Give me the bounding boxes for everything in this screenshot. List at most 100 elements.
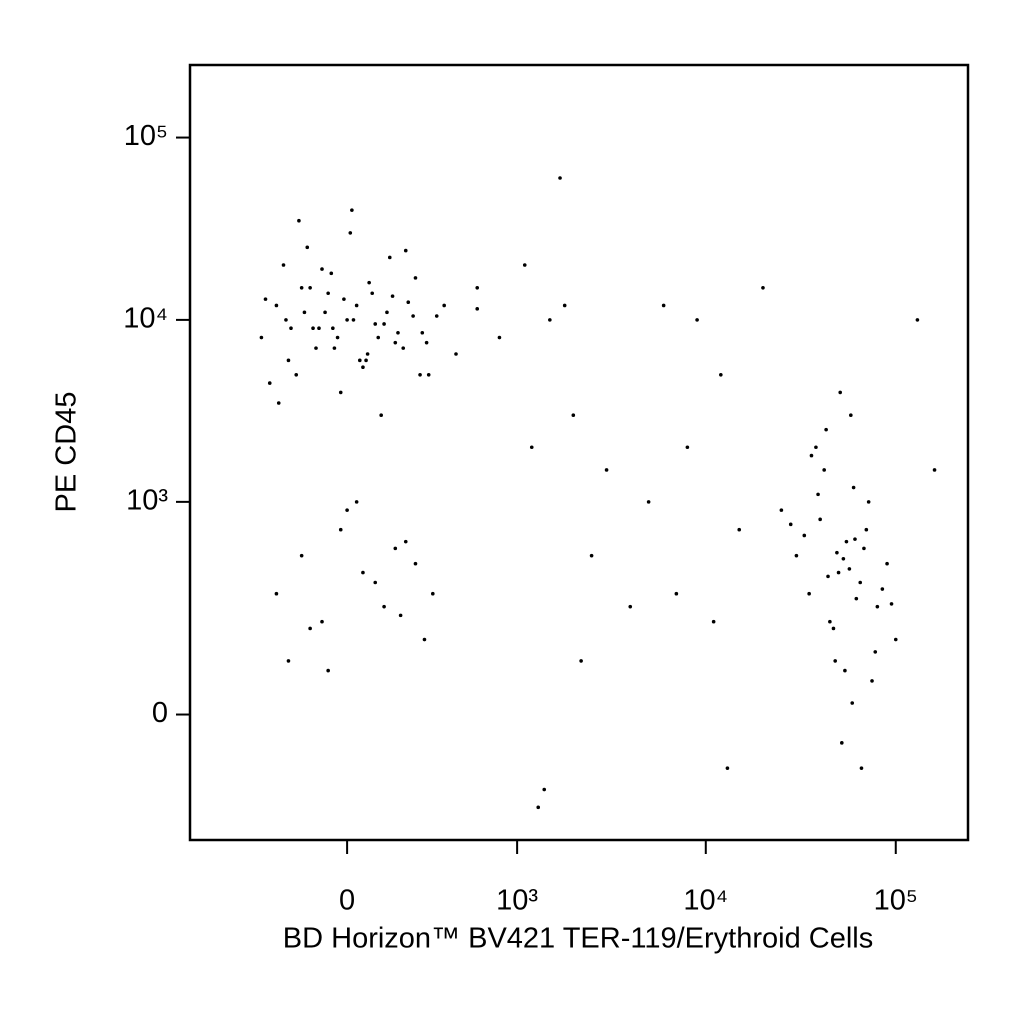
data-point [367, 280, 371, 285]
data-point [379, 413, 383, 417]
plot-frame [188, 63, 970, 842]
data-point [274, 591, 279, 596]
data-point [835, 550, 839, 555]
data-point [335, 335, 340, 340]
data-point [562, 303, 567, 308]
data-point [320, 267, 324, 271]
data-point [299, 553, 304, 558]
data-point [354, 303, 359, 308]
data-point [345, 318, 349, 322]
data-point [826, 574, 830, 579]
data-point [259, 335, 264, 340]
x-tick-label: 10³ [496, 885, 538, 917]
data-point [289, 326, 293, 331]
data-point [831, 626, 836, 631]
data-point [932, 468, 937, 472]
data-point [695, 318, 699, 322]
data-point [889, 602, 894, 606]
data-point [326, 291, 330, 296]
data-point [317, 326, 321, 331]
data-point [422, 637, 427, 642]
y-tick-label: 0 [152, 697, 168, 729]
data-point [345, 508, 349, 512]
data-point [674, 591, 679, 596]
data-point [424, 340, 429, 345]
data-point [286, 659, 291, 663]
y-tick-label: 10⁵ [124, 120, 168, 152]
data-point [836, 570, 841, 575]
data-point [873, 650, 878, 654]
data-point [361, 365, 365, 370]
data-point [430, 591, 435, 596]
x-axis-label: BD Horizon™ BV421 TER-119/Erythroid Cell… [283, 923, 873, 955]
data-point [854, 596, 859, 601]
data-point [661, 303, 666, 308]
data-point [308, 626, 312, 631]
data-point [434, 314, 439, 318]
x-tick-label: 0 [339, 885, 355, 917]
data-point [579, 659, 583, 663]
data-point [418, 372, 422, 377]
data-point [761, 285, 765, 290]
data-point [454, 352, 458, 356]
data-point [376, 335, 381, 340]
data-point [393, 546, 398, 551]
data-point [858, 580, 863, 585]
data-point [361, 570, 365, 575]
data-point [286, 358, 291, 363]
data-point [398, 613, 403, 618]
data-point [393, 340, 398, 345]
data-point [387, 255, 392, 260]
data-point [822, 468, 826, 472]
data-point [382, 322, 386, 326]
data-point [779, 508, 784, 512]
data-point [348, 231, 353, 235]
data-point [308, 285, 312, 290]
data-point [807, 591, 811, 596]
data-point [475, 285, 480, 290]
data-point [828, 619, 832, 624]
data-point [297, 218, 301, 223]
data-point [851, 485, 856, 490]
data-point [281, 263, 286, 267]
data-point [331, 326, 335, 331]
data-point [788, 522, 793, 527]
data-point [373, 580, 378, 585]
data-point [329, 271, 334, 276]
data-point [294, 372, 299, 377]
data-point [725, 766, 730, 770]
data-point [338, 390, 343, 395]
data-point [403, 539, 408, 544]
data-point [604, 468, 609, 472]
data-point [840, 741, 844, 745]
data-point [373, 322, 378, 326]
data-point [382, 604, 386, 609]
data-point [802, 533, 807, 538]
data-point [364, 358, 368, 363]
data-point [809, 453, 814, 458]
data-point [365, 352, 370, 356]
data-point [314, 346, 318, 350]
data-point [536, 805, 541, 810]
data-point [589, 553, 594, 558]
data-point [426, 372, 431, 377]
data-point [396, 330, 400, 335]
data-point [847, 567, 852, 571]
data-point [338, 527, 343, 532]
data-point [850, 701, 855, 705]
data-point [475, 307, 480, 311]
data-point [824, 427, 828, 432]
data-point [323, 310, 327, 315]
data-point [276, 401, 281, 405]
data-point [548, 318, 552, 322]
data-point [818, 517, 822, 522]
data-point [370, 291, 375, 296]
data-point [685, 445, 690, 450]
data-point [406, 300, 411, 305]
data-point [841, 556, 846, 561]
data-point [305, 245, 310, 250]
data-point [844, 539, 849, 544]
data-point [332, 346, 337, 350]
data-point [354, 500, 359, 504]
data-point [274, 303, 279, 308]
